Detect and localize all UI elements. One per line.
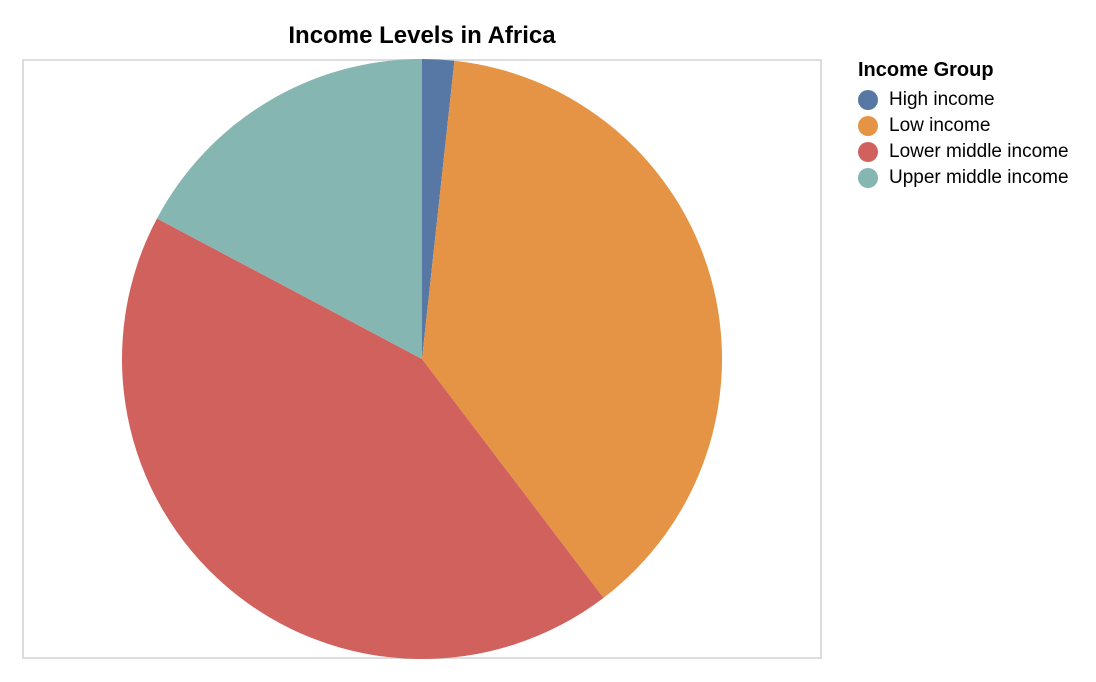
legend: Income Group High income Low income Lower … <box>858 56 1088 191</box>
legend-items: High income Low income Lower middle income… <box>858 87 1088 191</box>
legend-label-low-income: Low income <box>889 115 991 136</box>
legend-title: Income Group <box>858 59 994 81</box>
legend-swatch-high-income <box>858 90 878 110</box>
legend-swatch-lower-middle-income <box>858 142 878 162</box>
legend-label-upper-middle-income: Upper middle income <box>889 167 1069 188</box>
legend-item-lower-middle-income: Lower middle income <box>858 139 1088 165</box>
legend-item-low-income: Low income <box>858 113 1088 139</box>
legend-swatch-upper-middle-income <box>858 168 878 188</box>
legend-item-high-income: High income <box>858 87 1088 113</box>
chart-title: Income Levels in Africa <box>288 22 556 49</box>
pie-slice-high-income <box>422 59 455 359</box>
pie-slice-lower-middle-income <box>122 218 604 659</box>
legend-label-high-income: High income <box>889 89 995 110</box>
pie-chart <box>122 59 722 659</box>
pie-slice-upper-middle-income <box>156 59 422 359</box>
legend-item-upper-middle-income: Upper middle income <box>858 165 1088 191</box>
pie-slice-low-income <box>422 60 722 598</box>
legend-swatch-low-income <box>858 116 878 136</box>
legend-label-lower-middle-income: Lower middle income <box>889 141 1069 162</box>
